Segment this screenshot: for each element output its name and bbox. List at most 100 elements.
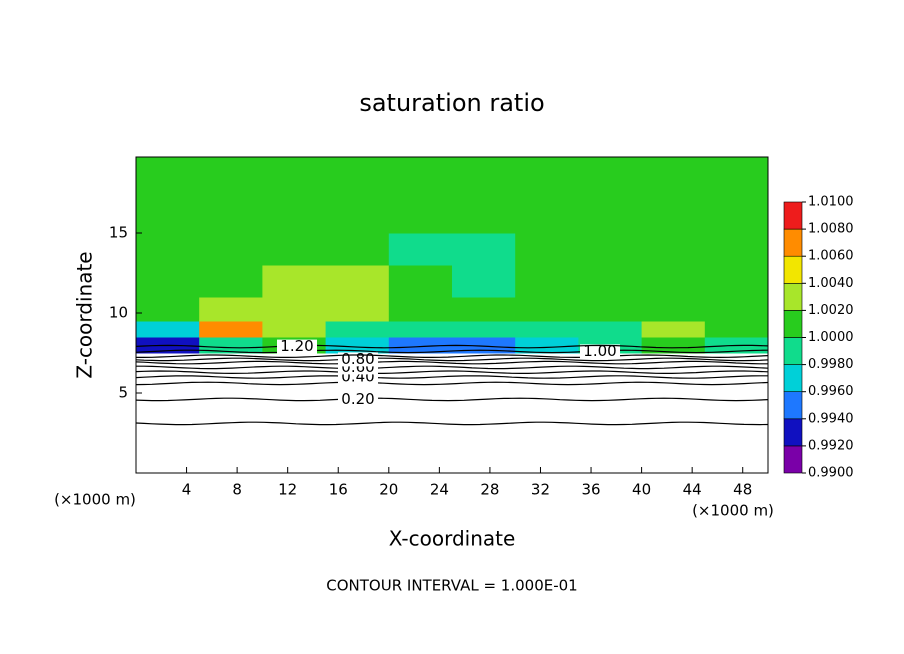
field-cell [388, 321, 453, 338]
field-cell [199, 265, 263, 298]
field-cell [515, 193, 579, 234]
field-cell [262, 157, 327, 194]
field-cell [199, 233, 263, 266]
field-cell [388, 233, 453, 266]
field-cell [641, 233, 706, 266]
field-cell [325, 265, 390, 298]
contour-label-bg [580, 344, 620, 359]
field-cell [578, 157, 643, 194]
x-tick-label: 40 [632, 481, 651, 499]
colorbar-tick-label: 1.0100 [808, 195, 854, 210]
field-cell [452, 321, 516, 338]
colorbar-swatch [783, 201, 803, 230]
field-cell [262, 321, 327, 338]
field-cell [136, 157, 200, 194]
field-cell [262, 193, 327, 234]
x-axis-label: X-coordinate [389, 527, 516, 551]
field-cell [515, 157, 579, 194]
plot-frame [135, 156, 769, 474]
colorbar-tick-label: 0.9900 [808, 466, 854, 481]
field-cell [641, 297, 706, 322]
field-cell [641, 321, 706, 338]
field-cell [578, 321, 643, 338]
field-cell [704, 193, 769, 234]
field-cell [452, 337, 516, 354]
field-cell [136, 297, 200, 322]
field-cell [388, 337, 453, 354]
x-tick-label: 20 [379, 481, 398, 499]
x-tick-label: 8 [232, 481, 242, 499]
x-unit-label: (×1000 m) [692, 502, 774, 520]
contour-line [135, 421, 769, 426]
colorbar-swatch [783, 310, 803, 338]
field-cell [704, 297, 769, 322]
field-cell [452, 297, 516, 322]
x-tick-label: 28 [480, 481, 499, 499]
colorbar-tick-label: 1.0060 [808, 249, 854, 264]
contour-line [136, 354, 769, 359]
field-cell [704, 265, 769, 298]
y-tick-label: 15 [109, 224, 128, 242]
contour-label: 0.80 [341, 350, 374, 368]
field-cell [325, 297, 390, 322]
y-unit-label: (×1000 m) [54, 491, 136, 509]
field-cell [325, 233, 390, 266]
contour-line [135, 375, 768, 379]
field-cell [325, 337, 390, 354]
contour-line [135, 381, 769, 386]
field-cell [578, 193, 643, 234]
field-cell [452, 157, 516, 194]
x-tick-label: 48 [733, 481, 752, 499]
field-cell [136, 233, 200, 266]
contour-label: 0.20 [341, 390, 374, 408]
x-tick-label: 4 [182, 481, 192, 499]
field-cell [136, 265, 200, 298]
field-cell [136, 193, 200, 234]
colorbar-tick-label: 0.9920 [808, 438, 854, 453]
field-cell [704, 321, 769, 338]
field-cell [452, 233, 516, 266]
colorbar-tick-label: 1.0000 [808, 330, 854, 345]
field-cell [136, 321, 200, 338]
contour-label-bg [338, 392, 378, 407]
contour-label-bg [277, 339, 317, 354]
field-cell [262, 233, 327, 266]
colorbar-tick-label: 0.9940 [808, 411, 854, 426]
contour-label: 1.00 [583, 342, 616, 360]
field-cell [515, 297, 579, 322]
field-cell [388, 265, 453, 298]
footer-note: CONTOUR INTERVAL = 1.000E-01 [326, 577, 577, 595]
contour-line [135, 357, 769, 362]
field-cell [388, 157, 453, 194]
x-tick-label: 16 [329, 481, 348, 499]
x-tick-label: 12 [278, 481, 297, 499]
field-cell [325, 321, 390, 338]
colorbar-tick-label: 0.9960 [808, 384, 854, 399]
contour-line [135, 349, 769, 354]
colorbar-tick-label: 1.0080 [808, 222, 854, 237]
contour-line [135, 370, 769, 375]
colorbar-tick-label: 0.9980 [808, 357, 854, 372]
field-cell [515, 265, 579, 298]
field-cell [199, 297, 263, 322]
field-cell [325, 157, 390, 194]
contour-label: 1.20 [280, 337, 313, 355]
contour-line [135, 360, 768, 365]
field-cell [325, 193, 390, 234]
x-tick-label: 24 [430, 481, 449, 499]
x-tick-label: 32 [531, 481, 550, 499]
field-cell [199, 337, 263, 354]
colorbar-swatch [783, 364, 803, 393]
x-tick-label: 44 [683, 481, 702, 499]
field-cell [452, 265, 516, 298]
colorbar-swatch [783, 391, 803, 420]
field-cell [704, 233, 769, 266]
y-tick-label: 5 [118, 384, 128, 402]
field-cell [641, 193, 706, 234]
y-axis-label: Z-coordinate [73, 251, 97, 378]
field-cell [641, 337, 706, 354]
colorbar-tick-label: 1.0020 [808, 303, 854, 318]
colorbar-swatch [783, 418, 803, 447]
field-cell [388, 193, 453, 234]
